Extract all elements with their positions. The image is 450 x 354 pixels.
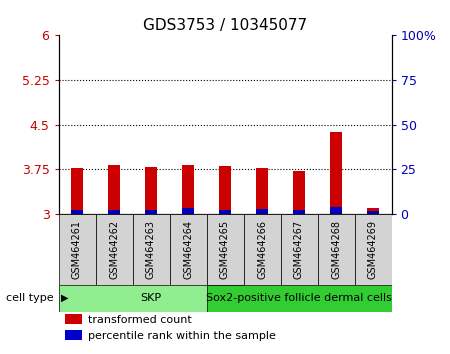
Text: SKP: SKP bbox=[140, 293, 162, 303]
Text: percentile rank within the sample: percentile rank within the sample bbox=[89, 331, 276, 341]
Text: GSM464264: GSM464264 bbox=[183, 220, 193, 279]
Bar bbox=[219, 166, 231, 214]
Bar bbox=[367, 211, 379, 214]
Bar bbox=[58, 285, 243, 312]
Bar bbox=[181, 165, 194, 214]
Text: GSM464262: GSM464262 bbox=[109, 220, 119, 279]
Bar bbox=[280, 214, 318, 285]
Bar bbox=[367, 208, 379, 214]
Bar bbox=[71, 168, 84, 214]
Bar bbox=[170, 214, 207, 285]
Text: GSM464266: GSM464266 bbox=[257, 220, 267, 279]
Bar bbox=[207, 214, 243, 285]
Bar bbox=[58, 214, 95, 285]
Text: ▶: ▶ bbox=[61, 293, 68, 303]
Bar bbox=[108, 165, 121, 214]
Bar bbox=[329, 207, 342, 214]
Bar bbox=[329, 132, 342, 214]
Text: GSM464268: GSM464268 bbox=[331, 220, 341, 279]
Bar bbox=[292, 210, 306, 214]
Bar bbox=[65, 330, 82, 340]
Bar bbox=[95, 214, 132, 285]
Bar bbox=[256, 168, 269, 214]
Text: transformed count: transformed count bbox=[89, 315, 192, 325]
Text: GSM464263: GSM464263 bbox=[146, 220, 156, 279]
Bar bbox=[108, 210, 121, 214]
Text: Sox2-positive follicle dermal cells: Sox2-positive follicle dermal cells bbox=[206, 293, 392, 303]
Bar bbox=[243, 214, 280, 285]
Title: GDS3753 / 10345077: GDS3753 / 10345077 bbox=[143, 18, 307, 33]
Bar bbox=[355, 214, 392, 285]
Text: GSM464265: GSM464265 bbox=[220, 220, 230, 279]
Bar bbox=[71, 210, 84, 214]
Bar bbox=[144, 210, 158, 214]
Bar bbox=[256, 210, 269, 214]
Bar bbox=[181, 208, 194, 214]
Bar bbox=[318, 214, 355, 285]
Bar bbox=[132, 214, 170, 285]
Bar bbox=[292, 171, 306, 214]
Bar bbox=[219, 210, 231, 214]
Text: GSM464261: GSM464261 bbox=[72, 220, 82, 279]
Bar bbox=[207, 285, 392, 312]
Bar bbox=[65, 314, 82, 324]
Text: GSM464267: GSM464267 bbox=[294, 220, 304, 279]
Text: GSM464269: GSM464269 bbox=[368, 220, 378, 279]
Bar bbox=[144, 167, 158, 214]
Text: cell type: cell type bbox=[6, 293, 54, 303]
